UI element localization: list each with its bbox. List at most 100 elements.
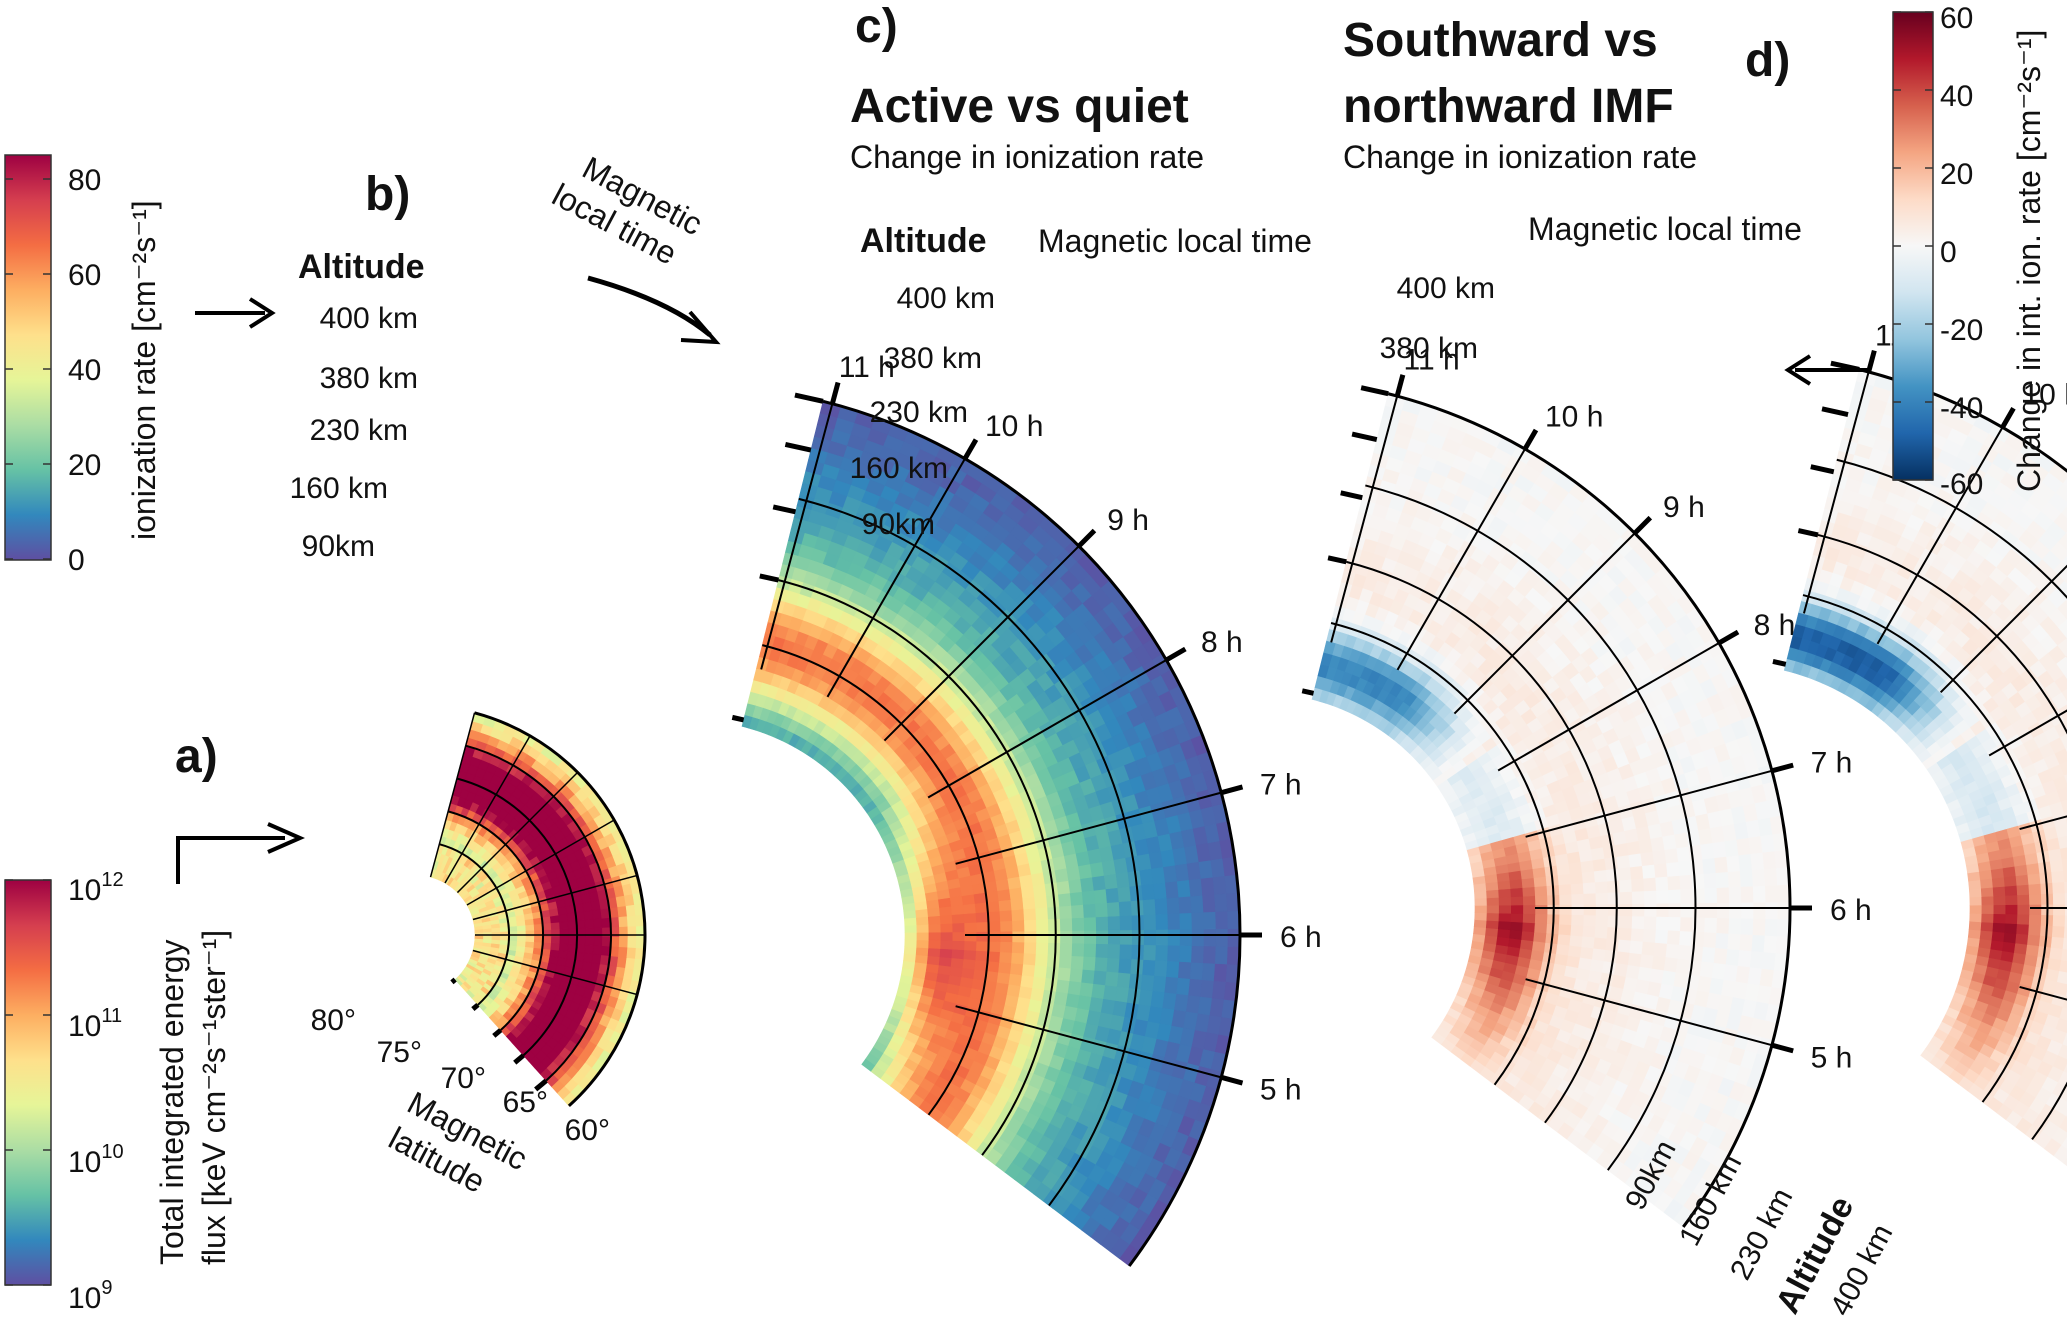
c-cell — [1593, 869, 1608, 883]
d-cell — [2052, 881, 2066, 894]
c-cell — [1522, 895, 1536, 906]
b-cell — [996, 971, 1011, 985]
c-cell — [1752, 918, 1766, 936]
c-cell — [1474, 897, 1488, 906]
c-cell — [1703, 931, 1717, 949]
b-cell — [1143, 944, 1157, 961]
b-cell — [1203, 945, 1217, 964]
b-cell — [1078, 863, 1093, 880]
b-cell — [1151, 866, 1166, 885]
b-cell — [951, 948, 965, 960]
b-cell — [1203, 928, 1217, 947]
d-cell — [1979, 929, 1994, 941]
c-cell — [1619, 903, 1633, 917]
b-cell — [1166, 960, 1180, 978]
c-cell — [1579, 946, 1595, 960]
a-cell — [591, 908, 603, 920]
c-cell — [1498, 920, 1512, 931]
a-cell — [525, 941, 535, 948]
c-cell — [1701, 946, 1716, 964]
c-cell — [1510, 887, 1524, 898]
b-cell — [1030, 987, 1045, 1002]
c-tick-mark-5h — [1771, 1042, 1794, 1054]
b-cell — [1143, 913, 1157, 931]
a-outer-arc — [474, 711, 647, 1108]
b-cell — [1034, 953, 1049, 967]
c-mlt-7h: 7 h — [1811, 746, 1853, 779]
c-cell — [1668, 888, 1682, 904]
c-cell — [1595, 903, 1609, 916]
a-cell — [584, 936, 595, 946]
b-cell — [1018, 985, 1033, 1000]
d-cell — [2003, 875, 2018, 887]
b-cell — [1154, 897, 1169, 915]
b-cell — [1118, 900, 1133, 917]
a-cell — [583, 952, 594, 963]
b-mlt-10h: 10 h — [985, 410, 1043, 443]
c-cell — [1680, 916, 1694, 932]
b-cell — [1079, 981, 1094, 998]
b-cell — [1166, 896, 1181, 915]
b-cell — [1167, 944, 1181, 962]
a-cell — [525, 935, 535, 943]
b-cell — [1060, 930, 1073, 944]
b-cell — [1093, 888, 1108, 904]
d-cell — [2026, 862, 2040, 875]
b-cell — [1035, 918, 1049, 932]
d-cell — [2024, 953, 2039, 967]
c-cell — [1656, 889, 1670, 904]
b-cell — [1119, 943, 1133, 960]
b-cell — [1011, 952, 1025, 965]
lat-tick-70: 70° — [441, 1062, 486, 1095]
c-cell — [1583, 892, 1597, 905]
c-cell — [1713, 947, 1728, 965]
d-cell — [2052, 892, 2066, 905]
b-cell — [1083, 916, 1097, 931]
d-cell — [1980, 886, 1994, 897]
b-cell — [1047, 918, 1061, 932]
b-cell — [903, 953, 917, 963]
b-cell — [916, 939, 930, 949]
a-cell — [542, 935, 552, 944]
b-cell — [1095, 916, 1109, 931]
a-cell — [617, 905, 628, 918]
b-cell — [1155, 929, 1169, 946]
c-cell — [1737, 949, 1753, 968]
d-cell — [2005, 894, 2018, 906]
b-cell — [1032, 883, 1047, 898]
c-cell — [1535, 904, 1548, 915]
b-cell — [1167, 928, 1181, 946]
a-cell — [618, 936, 629, 948]
b-cell — [1000, 920, 1013, 932]
lat-tick-80: 80° — [311, 1004, 356, 1037]
c-cell — [1763, 935, 1778, 954]
b-cell — [1115, 871, 1130, 888]
b-cell — [1201, 962, 1216, 982]
d-cell — [2005, 913, 2018, 925]
b-cell — [1048, 930, 1061, 944]
c-cell — [1650, 836, 1666, 852]
b-mlt-7h: 7 h — [1260, 768, 1302, 801]
b-cell — [1069, 891, 1084, 906]
b-cell — [1047, 942, 1061, 956]
b-cell — [1107, 929, 1121, 945]
d-cell — [2027, 934, 2041, 947]
b-mlt-6h: 6 h — [1280, 921, 1322, 954]
a-cell — [558, 942, 569, 952]
b-cell — [1012, 919, 1025, 932]
b-cell — [1167, 912, 1181, 930]
c-cell — [1715, 932, 1730, 950]
panel-b-alt-160: 160 km — [290, 472, 388, 505]
b-cell — [1200, 876, 1215, 896]
c-cell — [1583, 914, 1597, 927]
c-tick-mark-10h — [1522, 428, 1539, 451]
c-cell — [1655, 876, 1669, 891]
c-cell — [1740, 885, 1754, 903]
c-cell — [1592, 857, 1607, 872]
b-cell — [1215, 910, 1229, 930]
b-cell — [1141, 883, 1156, 901]
b-cell — [1010, 897, 1024, 911]
c-cell — [1570, 924, 1584, 937]
c-cell — [1607, 891, 1621, 905]
c-cell — [1510, 895, 1524, 906]
